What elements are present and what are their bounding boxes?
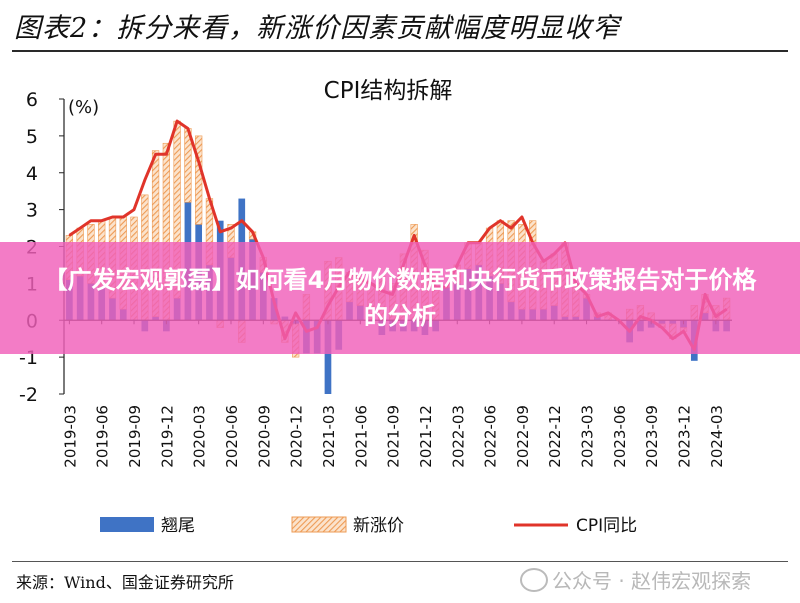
x-tick-label: 2023-06 [611, 405, 629, 468]
legend-label-tail: 翘尾 [161, 516, 195, 536]
tail-bar [324, 320, 332, 394]
cpi-point [521, 216, 523, 218]
source-divider [12, 561, 788, 562]
x-tick-label: 2023-12 [676, 405, 694, 468]
y-tick-label: 3 [26, 200, 38, 222]
cpi-point [230, 227, 232, 229]
cpi-point [219, 231, 221, 233]
x-tick-label: 2022-06 [482, 405, 500, 468]
watermark: 公众号 · 赵伟宏观探索 [520, 565, 751, 594]
x-tick-label: 2019-12 [158, 405, 176, 468]
title-divider [12, 50, 788, 52]
y-axis-unit-label: (%) [68, 97, 99, 118]
x-tick-label: 2023-09 [643, 405, 661, 468]
x-tick-label: 2022-12 [546, 405, 564, 468]
x-tick-label: 2021-06 [352, 405, 370, 468]
cpi-point [111, 216, 114, 218]
x-tick-label: 2020-03 [191, 405, 209, 468]
cpi-point [122, 216, 124, 218]
x-tick-label: 2024-03 [708, 405, 726, 468]
cpi-point [251, 231, 254, 233]
y-tick-label: 6 [26, 89, 38, 111]
cpi-point [133, 209, 135, 211]
x-tick-label: 2019-06 [94, 405, 112, 468]
source-note: 来源：Wind、国金证券研究所 [16, 573, 234, 592]
overlay-banner [0, 242, 800, 354]
x-tick-label: 2019-09 [126, 405, 144, 468]
x-tick-label: 2019-03 [61, 405, 79, 468]
y-tick-label: -2 [19, 384, 38, 406]
legend-label-new-price: 新涨价 [353, 516, 404, 536]
cpi-point [413, 234, 415, 237]
x-tick-label: 2022-09 [514, 405, 532, 468]
cpi-point [198, 161, 200, 163]
x-tick-label: 2020-09 [255, 405, 273, 468]
y-tick-label: 4 [26, 163, 38, 185]
x-tick-label: 2021-03 [320, 405, 338, 468]
cpi-point [79, 227, 81, 229]
chart-legend: 翘尾 新涨价 CPI同比 [100, 516, 637, 536]
y-tick-label: 5 [26, 126, 38, 148]
cpi-point [208, 197, 211, 200]
cpi-point [154, 153, 157, 155]
x-tick-label: 2023-03 [579, 405, 597, 468]
cpi-point [510, 227, 512, 229]
cpi-point [144, 179, 146, 181]
legend-swatch-new-price [291, 516, 347, 533]
legend-label-cpi: CPI同比 [576, 516, 637, 536]
cpi-point [90, 220, 92, 222]
x-axis-ticks: 2019-03 2019-06 2019-09 2019-12 2020-03 2020-… [61, 320, 726, 468]
cpi-point [165, 153, 167, 155]
figure-title: 图表2：拆分来看，新涨价因素贡献幅度明显收窄 [14, 13, 621, 44]
wechat-icon [520, 568, 548, 592]
cpi-point [101, 220, 103, 222]
x-tick-label: 2020-12 [288, 405, 306, 468]
cpi-point [241, 220, 243, 222]
cpi-point [499, 220, 501, 222]
cpi-point [176, 120, 178, 122]
x-tick-label: 2020-06 [223, 405, 241, 468]
cpi-point [187, 127, 189, 130]
legend-swatch-tail [100, 517, 154, 532]
cpi-point [68, 234, 70, 237]
x-tick-label: 2022-03 [449, 405, 467, 468]
new-price-bar [195, 135, 203, 225]
chart-title: CPI结构拆解 [324, 78, 453, 104]
x-tick-label: 2021-09 [385, 405, 403, 468]
watermark-text: 公众号 · 赵伟宏观探索 [552, 569, 752, 593]
cpi-point [488, 227, 491, 229]
x-tick-label: 2021-12 [417, 405, 435, 468]
overlay-banner-title[interactable]: 【广发宏观郭磊】如何看4月物价数据和央行货币政策报告对于价格的分析 [43, 266, 757, 330]
